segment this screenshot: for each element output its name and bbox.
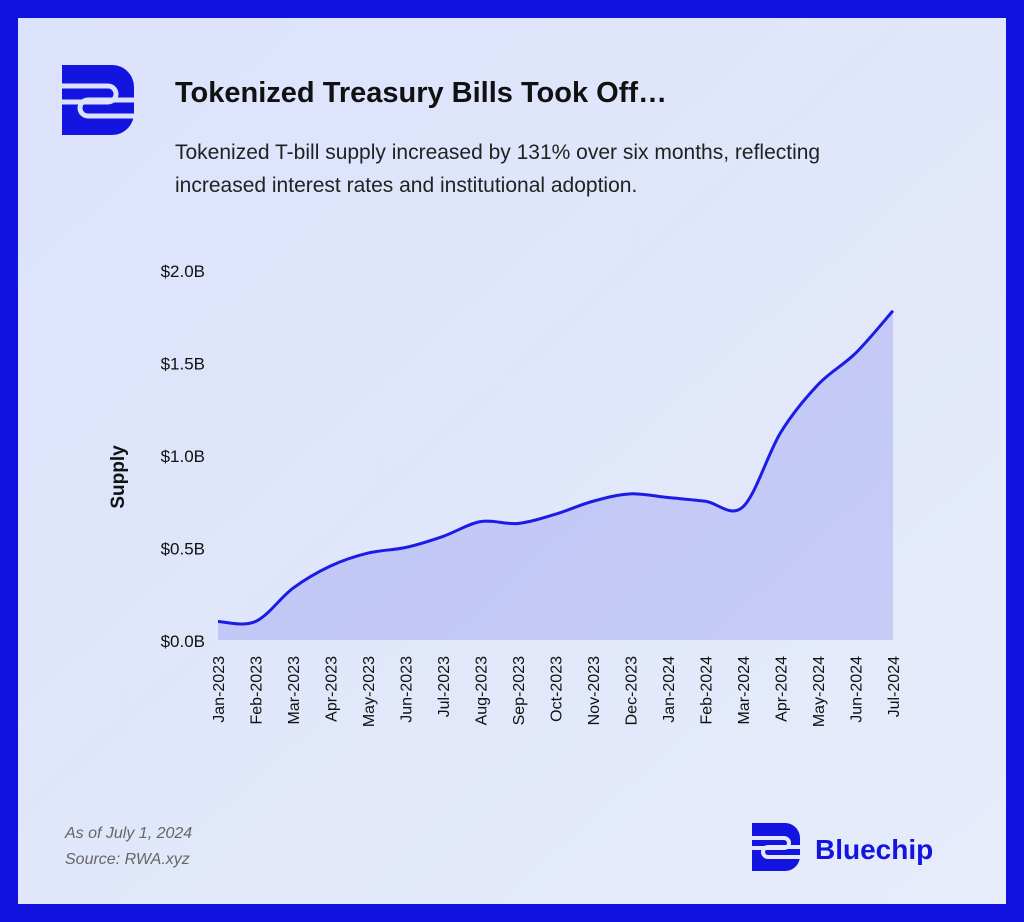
x-tick-label: Jun-2024 [849, 656, 866, 723]
x-tick-label: Nov-2023 [586, 656, 603, 725]
x-tick-label: Oct-2023 [549, 656, 566, 722]
y-tick-label: $1.5B [161, 355, 205, 374]
area [218, 310, 893, 640]
footnote: As of July 1, 2024 [64, 825, 192, 842]
line [217, 309, 895, 626]
x-tick-label: Apr-2024 [774, 656, 791, 722]
y-tick-label: $1.0B [161, 447, 205, 466]
y-axis-label: Supply [108, 445, 129, 509]
logo [62, 65, 134, 135]
x-tick-label: Jul-2023 [436, 656, 453, 717]
x-tick-label: Jan-2023 [211, 656, 228, 723]
x-tick-label: Jul-2024 [886, 656, 903, 717]
x-tick-label: Mar-2023 [286, 656, 303, 725]
x-tick-label: Jan-2024 [661, 656, 678, 723]
x-tick-label: Feb-2024 [699, 656, 716, 725]
subtitle: increased interest rates and institution… [175, 174, 637, 197]
brand-logo [752, 823, 800, 871]
subtitle: Tokenized T-bill supply increased by 131… [175, 141, 820, 164]
title: Tokenized Treasury Bills Took Off… [175, 77, 667, 109]
x-tick-label: Aug-2023 [474, 656, 491, 725]
x-tick-label: Feb-2023 [249, 656, 266, 725]
brand-name: Bluechip [815, 834, 933, 865]
x-tick-label: May-2024 [811, 656, 828, 727]
x-tick-label: Jun-2023 [399, 656, 416, 723]
x-tick-label: May-2023 [361, 656, 378, 727]
x-tick-label: Mar-2024 [736, 656, 753, 725]
card [18, 18, 1006, 904]
y-tick-label: $0.0B [161, 632, 205, 651]
x-tick-label: Apr-2023 [324, 656, 341, 722]
y-tick-label: $0.5B [161, 540, 205, 559]
x-tick-label: Sep-2023 [511, 656, 528, 725]
y-tick-label: $2.0B [161, 262, 205, 281]
footnote: Source: RWA.xyz [65, 851, 190, 868]
x-tick-label: Dec-2023 [624, 656, 641, 725]
